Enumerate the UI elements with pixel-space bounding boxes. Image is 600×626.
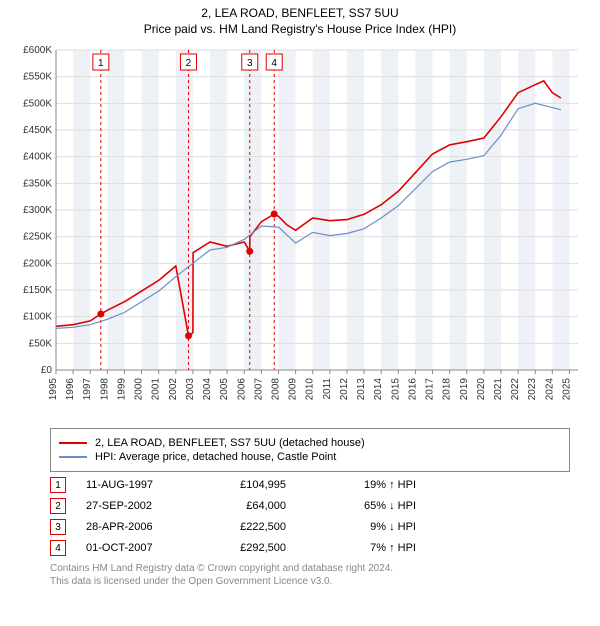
svg-text:£550K: £550K xyxy=(23,72,52,83)
legend-swatch xyxy=(59,442,87,444)
legend-item: HPI: Average price, detached house, Cast… xyxy=(59,451,561,463)
svg-text:£0: £0 xyxy=(41,365,53,376)
svg-text:2016: 2016 xyxy=(407,378,418,401)
svg-text:£150K: £150K xyxy=(23,285,52,296)
svg-text:4: 4 xyxy=(271,58,277,69)
svg-text:£300K: £300K xyxy=(23,205,52,216)
svg-text:2001: 2001 xyxy=(151,378,162,401)
table-row: 2 27-SEP-2002 £64,000 65% ↓ HPI xyxy=(50,498,570,514)
svg-text:2003: 2003 xyxy=(185,378,196,401)
legend: 2, LEA ROAD, BENFLEET, SS7 5UU (detached… xyxy=(50,428,570,472)
tx-relative: 7% ↑ HPI xyxy=(306,542,416,554)
svg-text:£50K: £50K xyxy=(29,338,53,349)
svg-text:2002: 2002 xyxy=(168,378,179,401)
page-title: 2, LEA ROAD, BENFLEET, SS7 5UU xyxy=(0,6,600,20)
tx-price: £222,500 xyxy=(206,521,286,533)
legend-swatch xyxy=(59,456,87,458)
svg-text:1999: 1999 xyxy=(116,378,127,401)
tx-relative: 65% ↓ HPI xyxy=(306,500,416,512)
tx-price: £104,995 xyxy=(206,479,286,491)
svg-text:2009: 2009 xyxy=(288,378,299,401)
svg-text:1997: 1997 xyxy=(82,378,93,401)
svg-text:1995: 1995 xyxy=(48,378,59,401)
svg-text:3: 3 xyxy=(247,58,253,69)
svg-text:2: 2 xyxy=(186,58,192,69)
svg-text:£350K: £350K xyxy=(23,178,52,189)
svg-text:2018: 2018 xyxy=(442,378,453,401)
svg-text:1: 1 xyxy=(98,58,104,69)
svg-text:2014: 2014 xyxy=(373,378,384,401)
svg-text:2005: 2005 xyxy=(219,378,230,401)
tx-date: 28-APR-2006 xyxy=(86,521,186,533)
svg-text:2006: 2006 xyxy=(236,378,247,401)
svg-text:1996: 1996 xyxy=(65,378,76,401)
svg-text:2023: 2023 xyxy=(527,378,538,401)
legend-item: 2, LEA ROAD, BENFLEET, SS7 5UU (detached… xyxy=(59,437,561,449)
svg-text:2017: 2017 xyxy=(425,378,436,401)
svg-text:2010: 2010 xyxy=(305,378,316,401)
tx-price: £64,000 xyxy=(206,500,286,512)
svg-text:£200K: £200K xyxy=(23,258,52,269)
tx-marker: 4 xyxy=(50,540,66,556)
price-chart: £0 £50K £100K £150K £200K £250K £300K £350K £400… xyxy=(10,42,590,422)
svg-text:2012: 2012 xyxy=(339,378,350,401)
attribution: Contains HM Land Registry data © Crown c… xyxy=(50,562,570,588)
tx-date: 11-AUG-1997 xyxy=(86,479,186,491)
svg-text:£500K: £500K xyxy=(23,98,52,109)
page-subtitle: Price paid vs. HM Land Registry's House … xyxy=(0,22,600,36)
svg-text:2008: 2008 xyxy=(270,378,281,401)
table-row: 3 28-APR-2006 £222,500 9% ↓ HPI xyxy=(50,519,570,535)
svg-text:2004: 2004 xyxy=(202,378,213,401)
table-row: 1 11-AUG-1997 £104,995 19% ↑ HPI xyxy=(50,477,570,493)
attribution-line: This data is licensed under the Open Gov… xyxy=(50,575,570,588)
svg-text:2024: 2024 xyxy=(544,378,555,401)
svg-text:£450K: £450K xyxy=(23,125,52,136)
table-row: 4 01-OCT-2007 £292,500 7% ↑ HPI xyxy=(50,540,570,556)
tx-marker: 2 xyxy=(50,498,66,514)
svg-text:2020: 2020 xyxy=(476,378,487,401)
svg-text:£600K: £600K xyxy=(23,45,52,56)
tx-date: 01-OCT-2007 xyxy=(86,542,186,554)
svg-text:2007: 2007 xyxy=(253,378,264,401)
svg-text:2011: 2011 xyxy=(322,378,333,400)
transaction-table: 1 11-AUG-1997 £104,995 19% ↑ HPI 2 27-SEP-200… xyxy=(50,477,570,556)
tx-relative: 19% ↑ HPI xyxy=(306,479,416,491)
svg-text:£100K: £100K xyxy=(23,312,52,323)
legend-label: 2, LEA ROAD, BENFLEET, SS7 5UU (detached… xyxy=(95,437,365,449)
svg-text:2019: 2019 xyxy=(459,378,470,401)
svg-text:2025: 2025 xyxy=(561,378,572,401)
tx-relative: 9% ↓ HPI xyxy=(306,521,416,533)
svg-text:£400K: £400K xyxy=(23,152,52,163)
svg-text:2022: 2022 xyxy=(510,378,521,401)
svg-text:2021: 2021 xyxy=(493,378,504,401)
svg-text:2013: 2013 xyxy=(356,378,367,401)
svg-text:2000: 2000 xyxy=(134,378,145,401)
svg-text:1998: 1998 xyxy=(99,378,110,401)
legend-label: HPI: Average price, detached house, Cast… xyxy=(95,451,336,463)
tx-marker: 1 xyxy=(50,477,66,493)
svg-text:2015: 2015 xyxy=(390,378,401,401)
tx-date: 27-SEP-2002 xyxy=(86,500,186,512)
tx-price: £292,500 xyxy=(206,542,286,554)
tx-marker: 3 xyxy=(50,519,66,535)
svg-text:£250K: £250K xyxy=(23,232,52,243)
attribution-line: Contains HM Land Registry data © Crown c… xyxy=(50,562,570,575)
